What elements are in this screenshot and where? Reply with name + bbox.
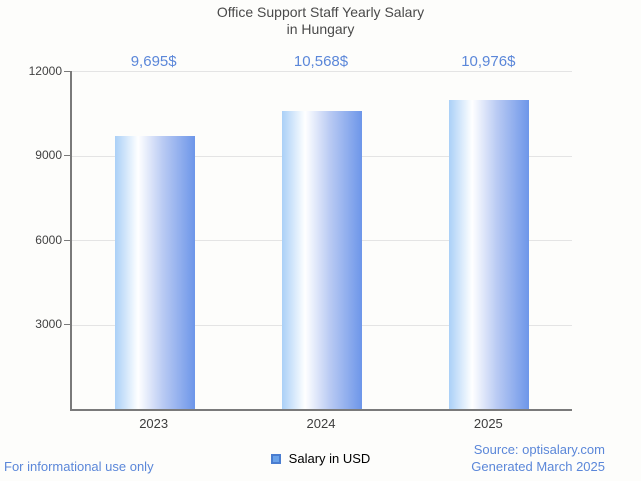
gridline-12000 [72, 71, 572, 72]
bar-slot-2023 [72, 71, 239, 409]
x-axis-label-2024: 2024 [306, 416, 336, 431]
bar-slot-2025 [405, 71, 572, 409]
bar-slot-2024 [239, 71, 406, 409]
y-tick-9000 [64, 155, 70, 156]
x-axis-label-2025: 2025 [473, 416, 503, 431]
bars-row [72, 71, 572, 409]
bar-2023 [115, 135, 196, 409]
x-axis-labels: 2023 2024 2025 [70, 416, 572, 431]
bar-value-2024: 10,568$ [293, 53, 349, 70]
legend-swatch-icon [270, 453, 281, 464]
y-axis-label-9000: 9000 [35, 148, 62, 162]
footer-source-line: Source: optisalary.com [473, 442, 605, 457]
plot-area [70, 71, 572, 411]
legend-label: Salary in USD [288, 451, 371, 466]
y-tick-6000 [64, 240, 70, 241]
bar-2024 [282, 111, 362, 409]
bar-2025 [448, 99, 529, 409]
x-axis-label-2023: 2023 [139, 416, 169, 431]
y-tick-3000 [64, 324, 70, 325]
y-axis-label-12000: 12000 [28, 64, 62, 78]
bar-value-labels: 9,695$ 10,568$ 10,976$ [70, 53, 572, 70]
footer-disclaimer: For informational use only [4, 459, 154, 474]
legend: Salary in USD [0, 451, 641, 466]
footer-generated-line: Generated March 2025 [471, 459, 605, 474]
bar-value-2025: 10,976$ [461, 53, 516, 70]
chart-title-line1: Office Support Staff Yearly Salary [216, 4, 425, 20]
y-axis-label-6000: 6000 [35, 233, 62, 247]
y-tick-12000 [64, 71, 70, 72]
footer-source: Source: optisalary.com Generated March 2… [471, 441, 605, 475]
y-axis-label-3000: 3000 [35, 317, 62, 331]
chart-title: Office Support Staff Yearly Salary in Hu… [0, 4, 641, 38]
chart-title-line2: in Hungary [286, 21, 355, 37]
bar-value-2023: 9,695$ [130, 53, 177, 70]
